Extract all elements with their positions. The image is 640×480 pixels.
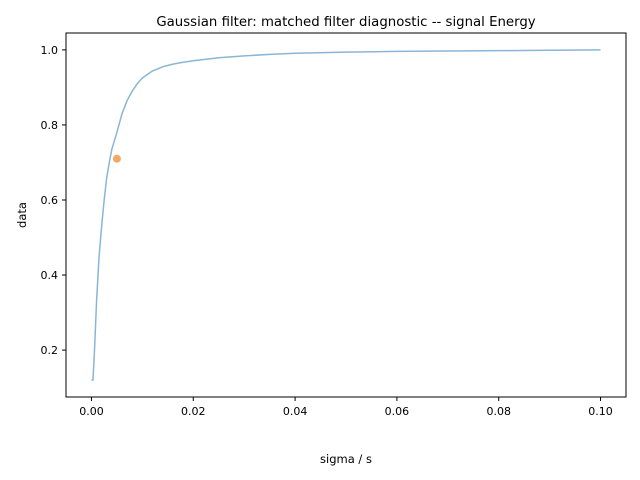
x-axis: 0.00 0.02 0.04 0.06 0.08 0.10 [79, 397, 613, 418]
x-tick-label: 0.02 [181, 405, 206, 418]
y-tick-label: 0.8 [41, 119, 59, 132]
x-tick-label: 0.06 [385, 405, 410, 418]
x-axis-label: sigma / s [320, 452, 372, 466]
scatter-point [112, 154, 121, 163]
x-tick-label: 0.10 [588, 405, 613, 418]
y-axis-label: data [15, 202, 29, 228]
x-tick-label: 0.04 [283, 405, 308, 418]
x-tick-label: 0.08 [486, 405, 511, 418]
chart-title: Gaussian filter: matched filter diagnost… [156, 15, 535, 30]
y-tick-label: 1.0 [41, 44, 59, 57]
plot-area [91, 49, 601, 381]
y-axis: 0.2 0.4 0.6 0.8 1.0 [41, 44, 66, 357]
y-tick-label: 0.2 [41, 344, 59, 357]
series-line-0 [91, 49, 601, 381]
y-tick-label: 0.4 [41, 269, 59, 282]
y-tick-label: 0.6 [41, 194, 59, 207]
axes-frame [65, 32, 627, 398]
x-tick-label: 0.00 [79, 405, 104, 418]
